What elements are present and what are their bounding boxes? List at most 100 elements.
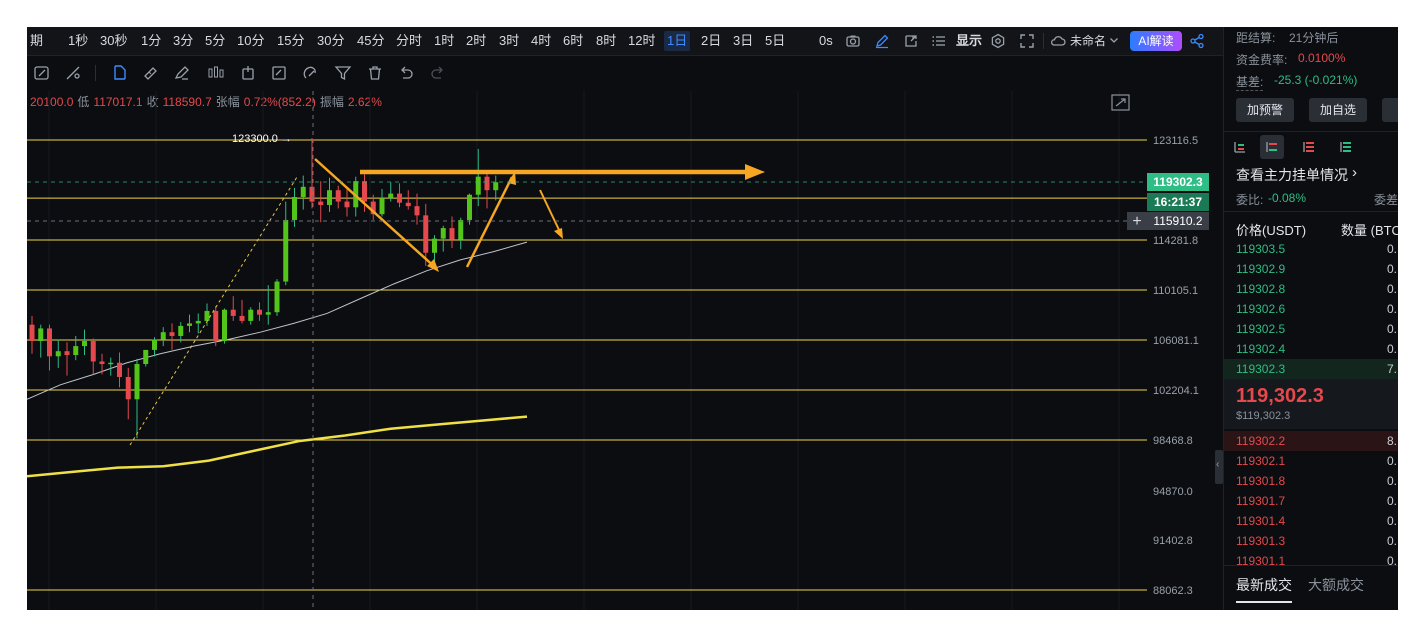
ask-price: 119302.6	[1236, 302, 1286, 316]
tf-30s[interactable]: 30秒	[100, 33, 128, 48]
ask-row[interactable]: 119302.6 0.	[1224, 299, 1398, 319]
bid-row[interactable]: 119302.1 0.	[1224, 451, 1398, 471]
share-icon[interactable]	[1189, 33, 1205, 49]
panel-collapse-handle[interactable]: ‹	[1215, 450, 1223, 484]
trash-icon[interactable]	[366, 64, 384, 82]
bid-row[interactable]: 119301.8 0.	[1224, 471, 1398, 491]
candlesticks	[29, 137, 499, 439]
ask-row[interactable]: 119302.5 0.	[1224, 319, 1398, 339]
book-bids-icon[interactable]	[1338, 139, 1354, 155]
price-axis-label: 94870.0	[1153, 486, 1193, 498]
tf-1m[interactable]: 1分	[141, 33, 162, 48]
tf-3d[interactable]: 3日	[733, 33, 754, 48]
tf-6h[interactable]: 6时	[563, 33, 584, 48]
trading-app: 期 1秒 30秒 1分 3分 5分 10分 15分 30分 45分 分时 1时 …	[27, 27, 1398, 610]
arrow-small-line	[539, 189, 561, 233]
undo-icon[interactable]	[397, 64, 415, 82]
tf-2d[interactable]: 2日	[701, 33, 722, 48]
fullscreen-icon[interactable]	[1019, 33, 1035, 49]
tf-1d[interactable]: 1日	[664, 31, 691, 51]
cursor-icon[interactable]	[33, 64, 51, 82]
tf-3h[interactable]: 3时	[499, 33, 520, 48]
position-icon[interactable]	[239, 64, 257, 82]
crosshair-icon[interactable]	[64, 64, 82, 82]
tf-4h[interactable]: 4时	[531, 33, 552, 48]
ask-price: 119302.9	[1236, 262, 1286, 276]
chevron-right-icon[interactable]: ›	[1352, 164, 1357, 181]
candle-body	[47, 328, 52, 357]
ask-row[interactable]: 119303.5 0.	[1224, 239, 1398, 259]
ohlc-change-label: 张幅	[215, 95, 240, 109]
main-orders-link[interactable]: 查看主力挂单情况	[1236, 167, 1348, 183]
ask-price: 119302.4	[1236, 342, 1286, 356]
bid-row[interactable]: 119302.2 8.	[1224, 431, 1398, 451]
pencil-icon[interactable]	[111, 64, 129, 82]
book-both-icon[interactable]	[1232, 139, 1248, 155]
candle-body	[484, 176, 490, 191]
brush-icon[interactable]	[173, 64, 191, 82]
pen-icon[interactable]	[874, 33, 890, 49]
cloud-icon	[1051, 36, 1066, 46]
redo-icon[interactable]	[429, 64, 447, 82]
candle-body	[265, 312, 271, 315]
bid-qty: 0.	[1387, 554, 1398, 568]
add-watchlist-button[interactable]: 加自选	[1309, 98, 1367, 122]
display-toggle[interactable]: 显示	[956, 33, 983, 48]
tf-period[interactable]: 期	[30, 33, 44, 48]
chevron-down-icon[interactable]	[1108, 34, 1120, 46]
book-bids-tab[interactable]	[1260, 135, 1284, 159]
zero-seconds[interactable]: 0s	[819, 33, 833, 48]
popout-icon[interactable]	[903, 33, 919, 49]
candle-body	[143, 349, 149, 365]
price-chart[interactable]: 123300.0 → 123116.5 114281.8 110105.1 10608…	[27, 27, 1223, 610]
tf-45m[interactable]: 45分	[357, 33, 385, 48]
ask-row[interactable]: 119302.8 0.	[1224, 279, 1398, 299]
ohlc-change: 0.72%(852.2)	[243, 95, 316, 109]
bid-qty: 8.	[1387, 434, 1398, 448]
tf-8h[interactable]: 8时	[596, 33, 617, 48]
candle-body	[292, 197, 297, 220]
layout-name[interactable]: 未命名	[1070, 34, 1107, 48]
note-icon[interactable]	[270, 64, 288, 82]
tf-15m[interactable]: 15分	[277, 33, 305, 48]
candle-icon[interactable]	[207, 64, 225, 82]
ruler-icon[interactable]	[142, 64, 160, 82]
tf-1s[interactable]: 1秒	[68, 33, 89, 48]
ask-row[interactable]: 119302.4 0.	[1224, 339, 1398, 359]
tf-1h[interactable]: 1时	[434, 33, 455, 48]
bid-row[interactable]: 119301.4 0.	[1224, 511, 1398, 531]
arrow-up-line	[465, 176, 514, 268]
plus-icon[interactable]: +	[1132, 213, 1141, 230]
arrow-right-head	[745, 164, 765, 180]
bid-row[interactable]: 119301.3 0.	[1224, 531, 1398, 551]
bid-price: 119301.1	[1236, 554, 1286, 568]
tf-2h[interactable]: 2时	[466, 33, 487, 48]
tf-3m[interactable]: 3分	[173, 33, 194, 48]
filter-icon[interactable]	[334, 64, 352, 82]
add-alert-button[interactable]: 加预警	[1236, 98, 1294, 122]
tab-large-trades[interactable]: 大额成交	[1308, 577, 1364, 593]
ai-analysis-button[interactable]: AI解读	[1130, 31, 1182, 51]
magnet-icon[interactable]	[301, 64, 319, 82]
tf-30m[interactable]: 30分	[317, 33, 345, 48]
maximize-icon[interactable]	[1111, 94, 1130, 111]
cursor-price-tag-bg	[1147, 212, 1209, 230]
bid-row[interactable]: 119301.1 0.	[1224, 551, 1398, 571]
candle-body	[222, 309, 227, 342]
tf-12h[interactable]: 12时	[628, 33, 656, 48]
book-asks-icon[interactable]	[1301, 139, 1317, 155]
tf-5d[interactable]: 5日	[765, 33, 786, 48]
settings-icon[interactable]	[990, 33, 1006, 49]
tf-timeshare[interactable]: 分时	[396, 33, 423, 48]
tf-5m[interactable]: 5分	[205, 33, 226, 48]
ask-row[interactable]: 119302.3 7.	[1224, 359, 1398, 379]
more-button[interactable]	[1382, 98, 1398, 122]
ask-row[interactable]: 119302.9 0.	[1224, 259, 1398, 279]
tab-latest-trades[interactable]: 最新成交	[1236, 575, 1292, 603]
bid-price: 119301.4	[1236, 514, 1286, 528]
bid-row[interactable]: 119301.7 0.	[1224, 491, 1398, 511]
menu-icon[interactable]	[931, 33, 947, 49]
tf-10m[interactable]: 10分	[237, 33, 265, 48]
ma-long-line	[27, 415, 528, 478]
camera-icon[interactable]	[845, 33, 861, 49]
